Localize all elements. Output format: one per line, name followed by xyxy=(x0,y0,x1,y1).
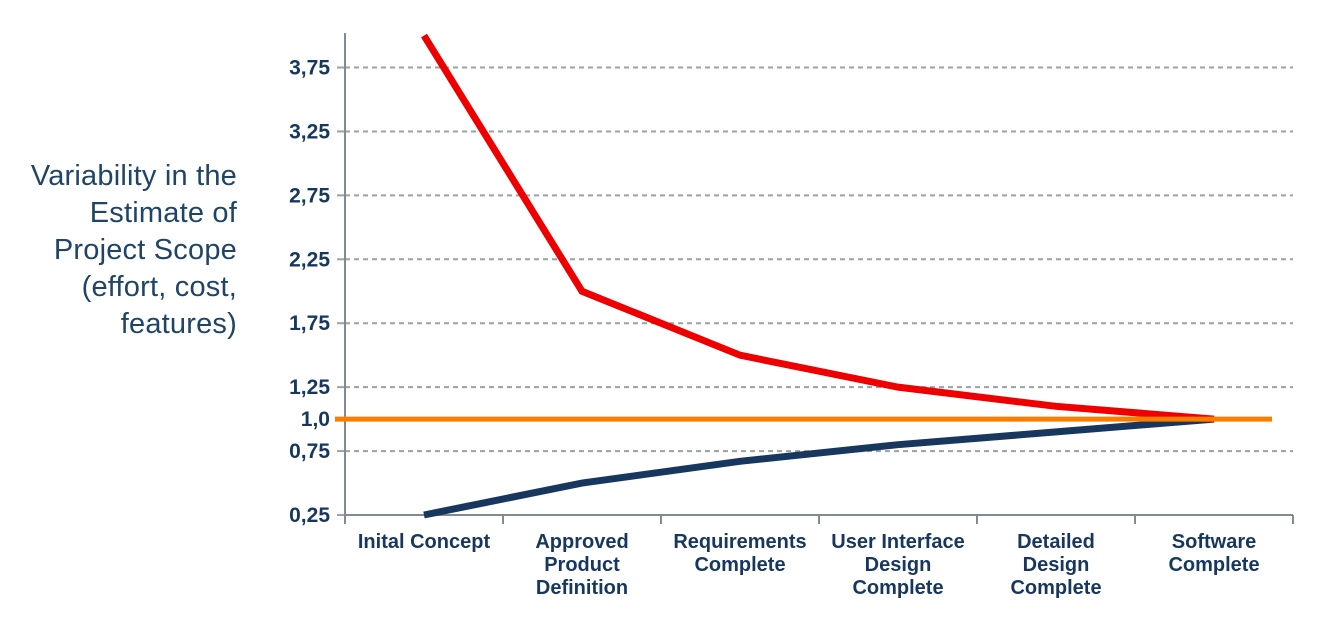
y-tick-label: 0,75 xyxy=(289,440,330,463)
y-tick-label: 1,75 xyxy=(289,312,330,335)
series-line-lower-estimate-bound xyxy=(423,415,1215,519)
x-category-label: Inital Concept xyxy=(358,531,491,553)
y-tick-label: 3,25 xyxy=(289,120,330,143)
x-category-label: Detailed Design Complete xyxy=(1010,531,1101,599)
series xyxy=(421,33,1215,519)
series-line-upper-estimate-bound xyxy=(421,33,1215,423)
y-tick-label: 3,75 xyxy=(289,57,330,80)
y-tick-labels: 0,25 0,75 1,0 1,25 1,75 2,25 2,75 3,25 3,75 xyxy=(289,57,330,527)
y-tick-label: 2,75 xyxy=(289,184,330,207)
x-category-label: Software Complete xyxy=(1168,531,1259,576)
x-category-label: User Interface Design Complete xyxy=(831,531,964,599)
y-tick-label: 1,0 xyxy=(301,408,330,431)
y-tick-label: 0,25 xyxy=(289,504,330,527)
y-axis-title: Variability in the Estimate of Project S… xyxy=(30,160,237,340)
y-tick-label: 1,25 xyxy=(289,376,330,399)
y-tick-label: 2,25 xyxy=(289,248,330,271)
x-category-labels: Inital Concept Approved Product Definition R… xyxy=(358,531,1260,599)
x-category-label: Approved Product Definition xyxy=(535,531,628,599)
x-category-label: Requirements Complete xyxy=(673,531,806,576)
axes xyxy=(344,33,1294,524)
gridlines xyxy=(337,66,1293,516)
